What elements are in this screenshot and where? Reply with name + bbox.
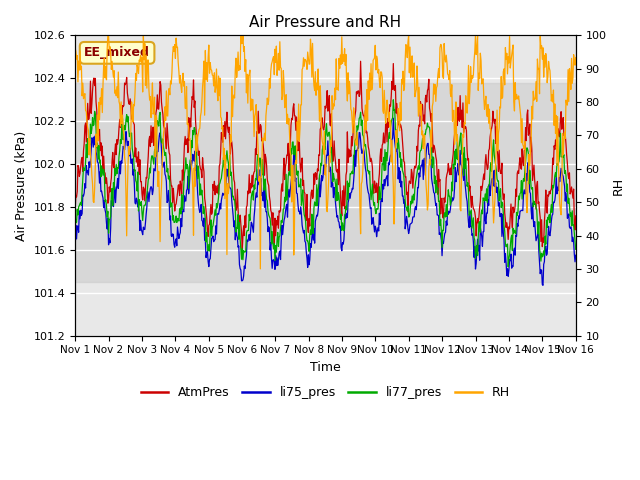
Text: EE_mixed: EE_mixed (84, 47, 150, 60)
Bar (75, 83, 576, 282)
Y-axis label: RH: RH (612, 177, 625, 194)
Title: Air Pressure and RH: Air Pressure and RH (250, 15, 401, 30)
Legend: AtmPres, li75_pres, li77_pres, RH: AtmPres, li75_pres, li77_pres, RH (136, 382, 515, 405)
X-axis label: Time: Time (310, 361, 341, 374)
Y-axis label: Air Pressure (kPa): Air Pressure (kPa) (15, 131, 28, 240)
